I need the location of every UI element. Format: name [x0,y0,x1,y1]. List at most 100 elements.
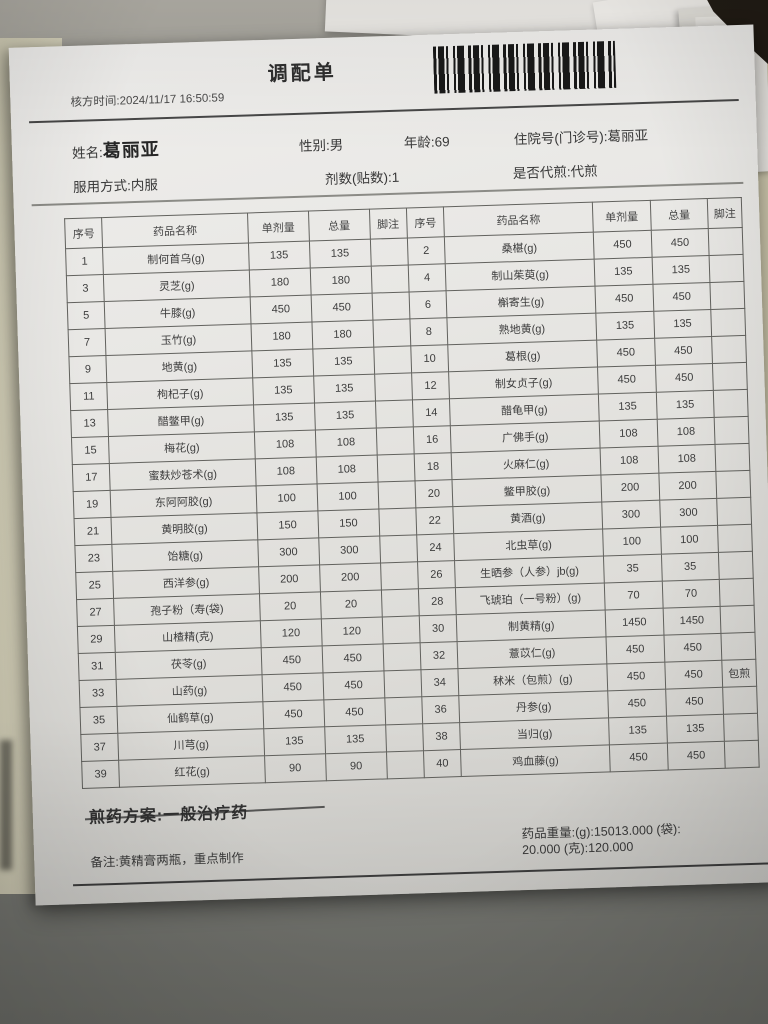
cell-no: 12 [411,371,450,400]
cell-footnote [382,642,421,671]
patient-name-row: 姓名:葛丽亚 [72,135,161,164]
cell-single-dose: 135 [608,716,667,745]
cell-footnote [386,750,425,779]
cell-no: 18 [414,452,453,481]
cell-no: 19 [73,490,112,519]
cell-footnote [379,534,418,563]
cell-single-dose: 450 [596,338,656,368]
cell-total: 450 [666,741,726,771]
cell-total: 135 [651,255,711,285]
cell-single-dose: 450 [595,284,654,314]
cell-no: 17 [72,463,111,492]
cell-no: 35 [79,706,119,735]
cell-no: 22 [415,506,454,535]
table-edge-shadow [0,740,12,870]
cell-total: 180 [311,320,374,350]
cell-no: 14 [412,398,451,427]
cell-footnote [718,551,754,580]
cell-no: 8 [409,317,448,346]
cell-no: 37 [80,733,119,762]
cell-total: 108 [315,455,378,484]
cell-total: 450 [321,643,384,673]
cell-total: 135 [666,714,725,744]
column-header: 脚注 [707,197,743,229]
cell-total: 90 [325,751,387,781]
cell-no: 10 [410,344,449,373]
cell-footnote [716,497,752,526]
cell-no: 27 [76,598,115,627]
cell-single-dose: 135 [595,311,655,341]
cell-single-dose: 200 [258,564,321,594]
barcode-icon [432,40,617,94]
check-time: 核方时间:2024/11/17 16:50:59 [70,92,225,109]
cell-footnote [377,480,416,510]
cell-total: 450 [663,633,722,663]
cell-no: 32 [419,641,459,670]
cell-no: 1 [65,247,104,276]
cell-footnote [717,524,753,553]
hospital-number: 住院号(门诊号):葛丽亚 [513,127,649,148]
cell-footnote [381,588,420,617]
cell-no: 40 [423,749,462,778]
cell-no: 9 [68,355,108,384]
dose-count: 剂数(贴数):1 [324,169,400,188]
column-header: 药品名称 [101,212,249,248]
cell-footnote [709,254,744,283]
cell-single-dose: 135 [598,392,657,422]
cell-single-dose: 108 [255,456,317,486]
cell-drug-name: 红花(g) [118,755,266,788]
cell-no: 6 [408,290,447,319]
cell-total: 150 [317,509,380,538]
cell-no: 30 [419,614,458,643]
cell-footnote [712,362,748,391]
cell-no: 3 [66,274,105,303]
cell-single-dose: 450 [609,743,668,772]
cell-single-dose: 120 [260,618,322,648]
cell-footnote [723,713,759,742]
cell-total: 135 [309,239,371,269]
cell-total: 135 [653,309,712,339]
cell-total: 20 [320,589,382,619]
cell-footnote [375,426,415,456]
cell-total: 108 [657,444,716,474]
usage-method: 服用方式:内服 [72,177,159,195]
cell-total: 450 [650,228,710,258]
cell-single-dose: 1450 [605,608,664,637]
cell-total: 200 [658,471,717,501]
remark: 备注:黄精膏两瓶，重点制作 [90,850,244,870]
cell-single-dose: 108 [599,419,658,449]
cell-footnote [708,227,744,256]
cell-single-dose: 100 [255,483,318,513]
cell-footnote [721,632,756,661]
cell-footnote [714,416,749,445]
cell-footnote [370,264,409,294]
cell-single-dose: 180 [249,268,311,297]
cell-footnote [372,318,411,348]
cell-single-dose: 450 [260,645,323,675]
cell-no: 31 [78,652,117,681]
cell-no: 7 [68,328,107,357]
cell-no: 5 [67,301,106,330]
cell-no: 23 [74,544,113,573]
cell-footnote [384,696,423,725]
cell-single-dose: 108 [600,446,659,476]
prescription-sheet: 调配单 核方时间:2024/11/17 16:50:59 姓名:葛丽亚 性别:男… [8,24,768,906]
cell-total: 200 [319,562,382,592]
cell-single-dose: 300 [257,537,320,567]
column-header: 单剂量 [592,200,651,233]
cell-no: 34 [420,668,459,697]
cell-single-dose: 150 [256,510,319,540]
cell-total: 450 [665,687,724,717]
cell-total: 135 [312,347,375,377]
cell-footnote [724,740,760,769]
column-header: 总量 [649,198,709,231]
cell-no: 26 [417,560,456,589]
cell-total: 450 [655,363,714,393]
cell-no: 2 [407,236,446,265]
cell-no: 28 [418,587,457,616]
cell-no: 33 [79,679,118,708]
cell-single-dose: 450 [607,689,667,718]
cell-footnote [711,335,747,364]
cell-total: 108 [656,417,716,447]
cell-single-dose: 135 [252,376,315,405]
